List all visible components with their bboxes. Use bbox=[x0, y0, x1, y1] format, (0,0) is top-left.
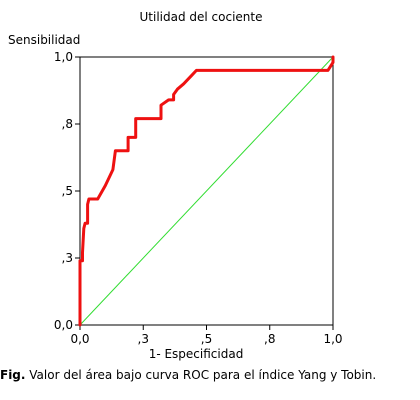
y-tick-label: 1,0 bbox=[54, 50, 73, 64]
y-tick-label: 0,0 bbox=[54, 318, 73, 332]
chart-title: Utilidad del cociente bbox=[140, 10, 263, 24]
roc-curve bbox=[78, 55, 335, 327]
y-tick-label: ,5 bbox=[62, 184, 73, 198]
x-tick-label: ,5 bbox=[201, 332, 212, 346]
x-tick-label: ,8 bbox=[264, 332, 275, 346]
reference-diagonal bbox=[79, 56, 334, 326]
series-layer bbox=[78, 55, 335, 327]
caption-label: Fig. bbox=[0, 368, 26, 382]
caption-text: Valor del área bajo curva ROC para el ín… bbox=[25, 368, 377, 382]
y-tick-label: ,8 bbox=[62, 117, 73, 131]
roc-chart: Utilidad del cociente Sensibilidad 1- Es… bbox=[8, 10, 343, 361]
axis-ticks: 0,0 ,3 ,5 ,8 1,0 0,0 ,3 ,5 ,8 1,0 bbox=[54, 50, 343, 346]
figure-caption: Fig. Valor del área bajo curva ROC para … bbox=[0, 368, 420, 382]
x-axis-label: 1- Especificidad bbox=[149, 347, 244, 361]
y-tick-label: ,3 bbox=[62, 251, 73, 265]
x-tick-label: ,3 bbox=[138, 332, 149, 346]
y-axis-label: Sensibilidad bbox=[8, 33, 80, 47]
x-tick-label: 1,0 bbox=[323, 332, 342, 346]
x-tick-label: 0,0 bbox=[70, 332, 89, 346]
